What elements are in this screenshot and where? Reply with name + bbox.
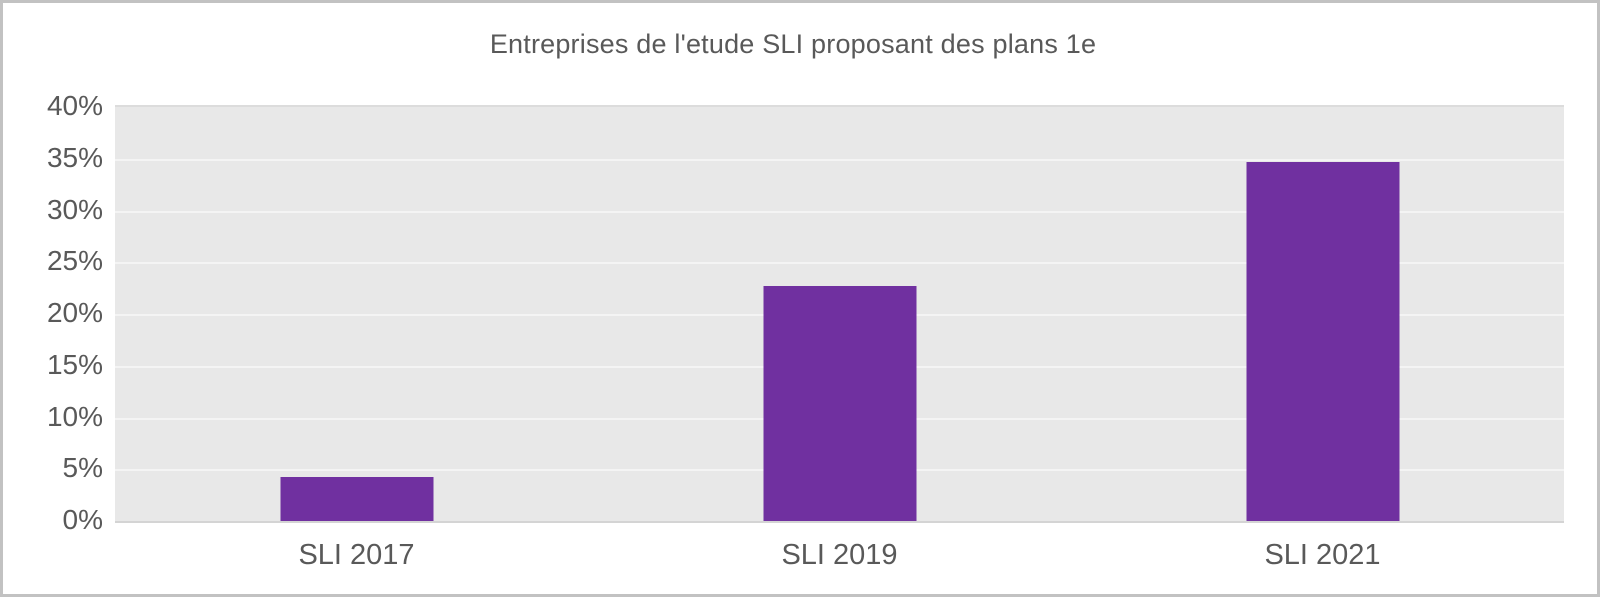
y-tick-label: 40% xyxy=(46,90,103,121)
y-tick-label: 5% xyxy=(62,452,103,484)
x-category-label: SLI 2019 xyxy=(781,539,898,571)
gridline xyxy=(115,158,1564,161)
y-tick-label: 15% xyxy=(46,348,103,380)
bar-sli-2017 xyxy=(280,476,433,521)
y-tick-label: 20% xyxy=(46,297,103,328)
gridline xyxy=(115,210,1564,213)
y-tick-label: 10% xyxy=(46,400,103,432)
x-category-label: SLI 2017 xyxy=(298,539,415,571)
x-category-label: SLI 2021 xyxy=(1264,539,1381,571)
bar-sli-2021 xyxy=(1246,161,1399,521)
y-tick-label: 35% xyxy=(46,141,103,173)
y-tick-label: 25% xyxy=(46,245,103,277)
bar-sli-2019 xyxy=(763,286,916,521)
x-axis-labels: SLI 2017 SLI 2019 SLI 2021 xyxy=(115,539,1564,579)
chart-title: Entreprises de l'etude SLI proposant des… xyxy=(489,29,1097,59)
plot-area xyxy=(115,105,1564,523)
y-tick-label: 0% xyxy=(62,504,103,535)
y-axis-labels: 0% 5% 10% 15% 20% 25% 30% 35% 40% xyxy=(3,3,103,594)
gridline xyxy=(115,262,1564,265)
y-tick-label: 30% xyxy=(46,193,103,225)
